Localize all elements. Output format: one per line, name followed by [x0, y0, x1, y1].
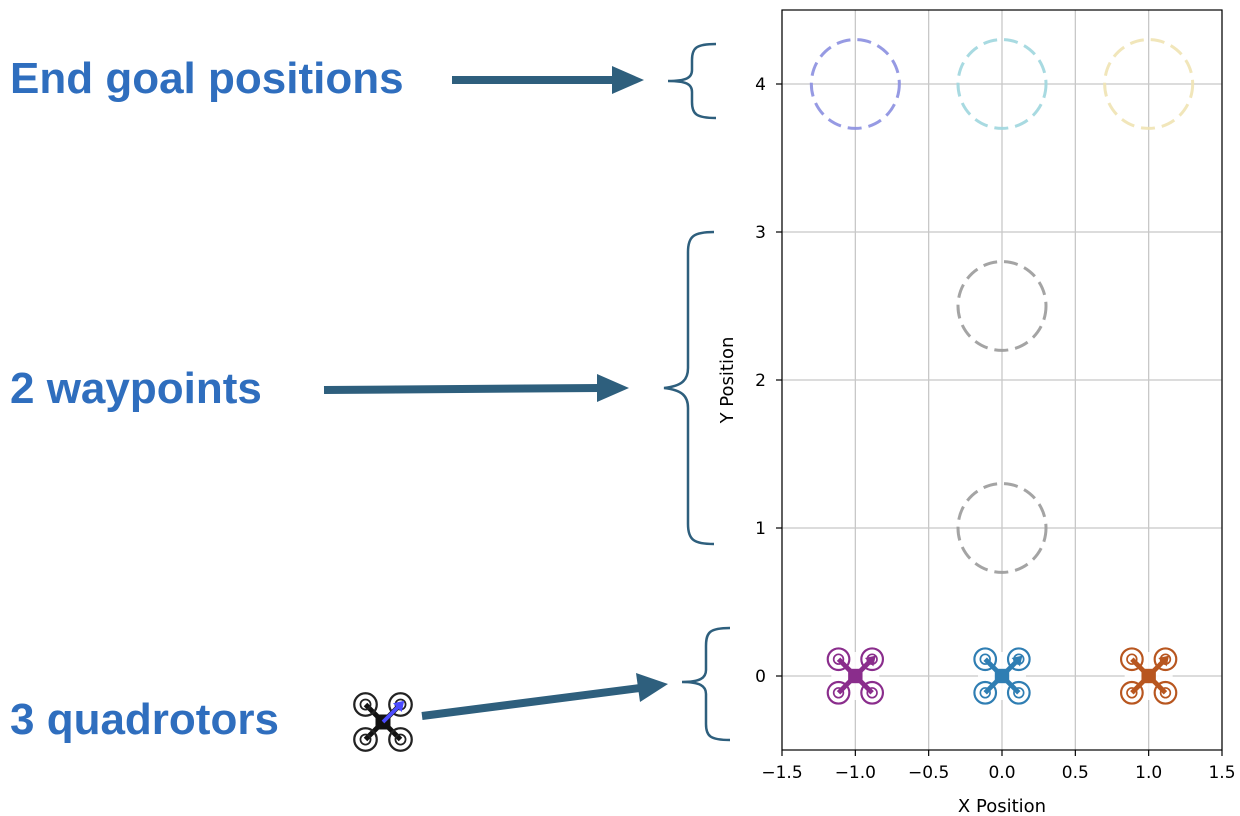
- y-tick-label: 4: [755, 75, 766, 95]
- y-tick-label: 2: [755, 371, 766, 391]
- goal-circle-2: [956, 38, 1048, 130]
- waypoint-circle-2: [956, 482, 1048, 574]
- arrow-quadrotors: [421, 673, 668, 720]
- quadrotors: [826, 647, 1178, 705]
- grid: [781, 10, 1223, 750]
- x-tick-label: −1.5: [761, 763, 802, 783]
- y-tick-label: 1: [755, 519, 766, 539]
- quadrotor-icon: [353, 692, 413, 752]
- annotation-goals: End goal positions: [10, 54, 404, 103]
- y-ticks: 0 1 2 3 4: [755, 75, 782, 687]
- annotation-quadrotors: 3 quadrotors: [10, 695, 279, 744]
- x-axis-label: X Position: [958, 796, 1046, 816]
- goal-circle-3: [1103, 38, 1195, 130]
- quadrotor-legend-glyph: [353, 692, 413, 752]
- x-tick-label: 0.5: [1062, 763, 1089, 783]
- brace-quadrotors: [681, 626, 731, 742]
- brace-waypoints: [663, 230, 715, 546]
- goal-circles: [809, 38, 1195, 130]
- quadrotor-2: [973, 647, 1031, 705]
- arrow-goals: [452, 66, 644, 94]
- x-tick-label: −0.5: [908, 763, 949, 783]
- y-axis-label: Y Position: [717, 337, 738, 425]
- y-tick-label: 0: [755, 667, 766, 687]
- waypoint-circles: [956, 260, 1048, 574]
- annotation-waypoints: 2 waypoints: [10, 364, 262, 413]
- chart: −1.5 −1.0 −0.5 0.0 0.5 1.0 1.5 0 1 2 3 4 X Positio…: [717, 9, 1236, 816]
- x-tick-label: 0.0: [988, 763, 1015, 783]
- x-tick-label: 1.0: [1135, 763, 1162, 783]
- goal-circle-1: [809, 38, 901, 130]
- quadrotor-3: [1119, 647, 1178, 705]
- y-tick-label: 3: [755, 223, 766, 243]
- waypoint-circle-1: [956, 260, 1048, 352]
- x-ticks: −1.5 −1.0 −0.5 0.0 0.5 1.0 1.5: [761, 750, 1236, 783]
- x-tick-label: 1.5: [1208, 763, 1235, 783]
- x-tick-label: −1.0: [835, 763, 876, 783]
- arrow-waypoints: [323, 374, 629, 402]
- brace-goals: [667, 42, 717, 120]
- quadrotor-1: [826, 647, 885, 705]
